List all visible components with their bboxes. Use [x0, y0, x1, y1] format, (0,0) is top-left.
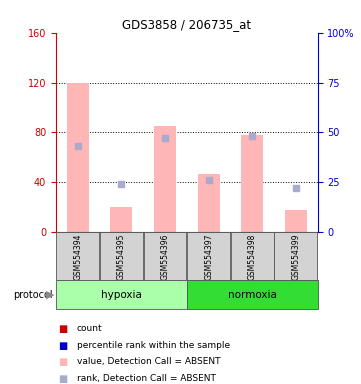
Bar	[242, 135, 263, 232]
Text: normoxia: normoxia	[228, 290, 277, 300]
Bar	[274, 232, 317, 280]
Text: protocol: protocol	[13, 290, 52, 300]
Text: ▶: ▶	[45, 290, 54, 300]
Bar	[67, 83, 89, 232]
Bar	[110, 207, 132, 232]
Text: ■: ■	[58, 374, 68, 384]
Bar	[100, 232, 143, 280]
Text: value, Detection Call = ABSENT: value, Detection Call = ABSENT	[77, 358, 221, 366]
Text: rank, Detection Call = ABSENT: rank, Detection Call = ABSENT	[77, 374, 216, 383]
Text: GSM554395: GSM554395	[117, 233, 126, 280]
Point	[206, 177, 212, 184]
Bar	[56, 280, 187, 309]
Text: GSM554394: GSM554394	[73, 233, 82, 280]
Text: GSM554398: GSM554398	[248, 233, 257, 280]
Bar	[187, 280, 318, 309]
Bar	[231, 232, 274, 280]
Text: ■: ■	[58, 357, 68, 367]
Bar	[56, 232, 99, 280]
Point	[293, 185, 299, 192]
Text: GSM554399: GSM554399	[291, 233, 300, 280]
Text: count: count	[77, 324, 103, 333]
Bar	[187, 232, 230, 280]
Text: ■: ■	[58, 341, 68, 351]
Bar	[285, 210, 307, 232]
Point	[118, 181, 124, 187]
Text: GSM554397: GSM554397	[204, 233, 213, 280]
Point	[249, 133, 255, 139]
Bar	[198, 174, 219, 232]
Text: ■: ■	[58, 324, 68, 334]
Point	[162, 136, 168, 142]
Bar	[144, 232, 186, 280]
Point	[75, 143, 81, 149]
Text: percentile rank within the sample: percentile rank within the sample	[77, 341, 230, 350]
Bar	[154, 126, 176, 232]
Title: GDS3858 / 206735_at: GDS3858 / 206735_at	[122, 18, 251, 31]
Text: GSM554396: GSM554396	[161, 233, 170, 280]
Text: hypoxia: hypoxia	[101, 290, 142, 300]
